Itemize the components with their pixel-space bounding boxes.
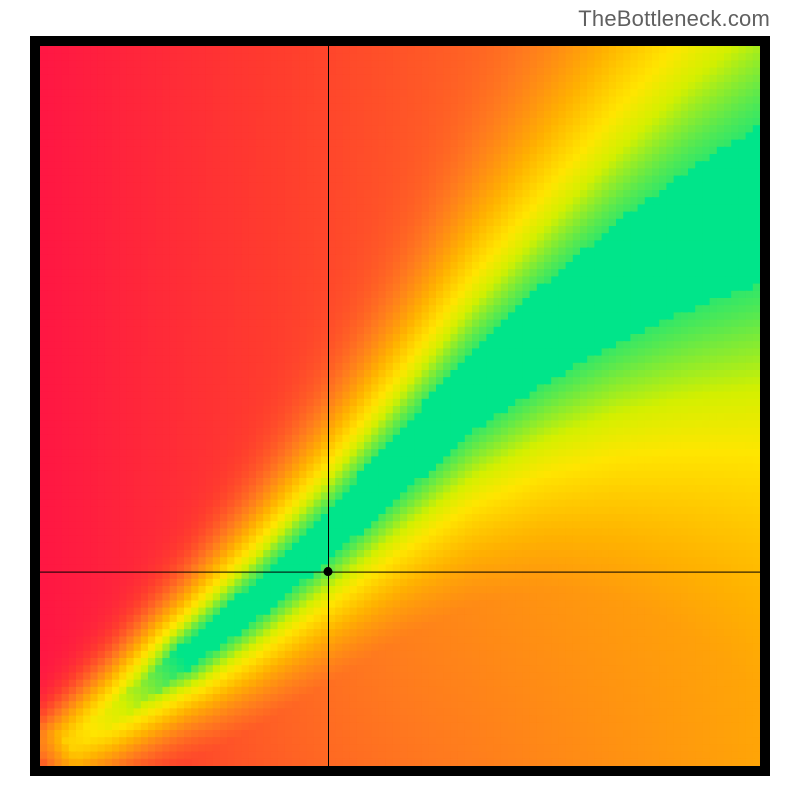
- plot-border: [30, 36, 770, 776]
- container: TheBottleneck.com: [0, 0, 800, 800]
- heatmap-canvas: [40, 46, 760, 766]
- watermark-text: TheBottleneck.com: [578, 6, 770, 32]
- plot-area: [40, 46, 760, 766]
